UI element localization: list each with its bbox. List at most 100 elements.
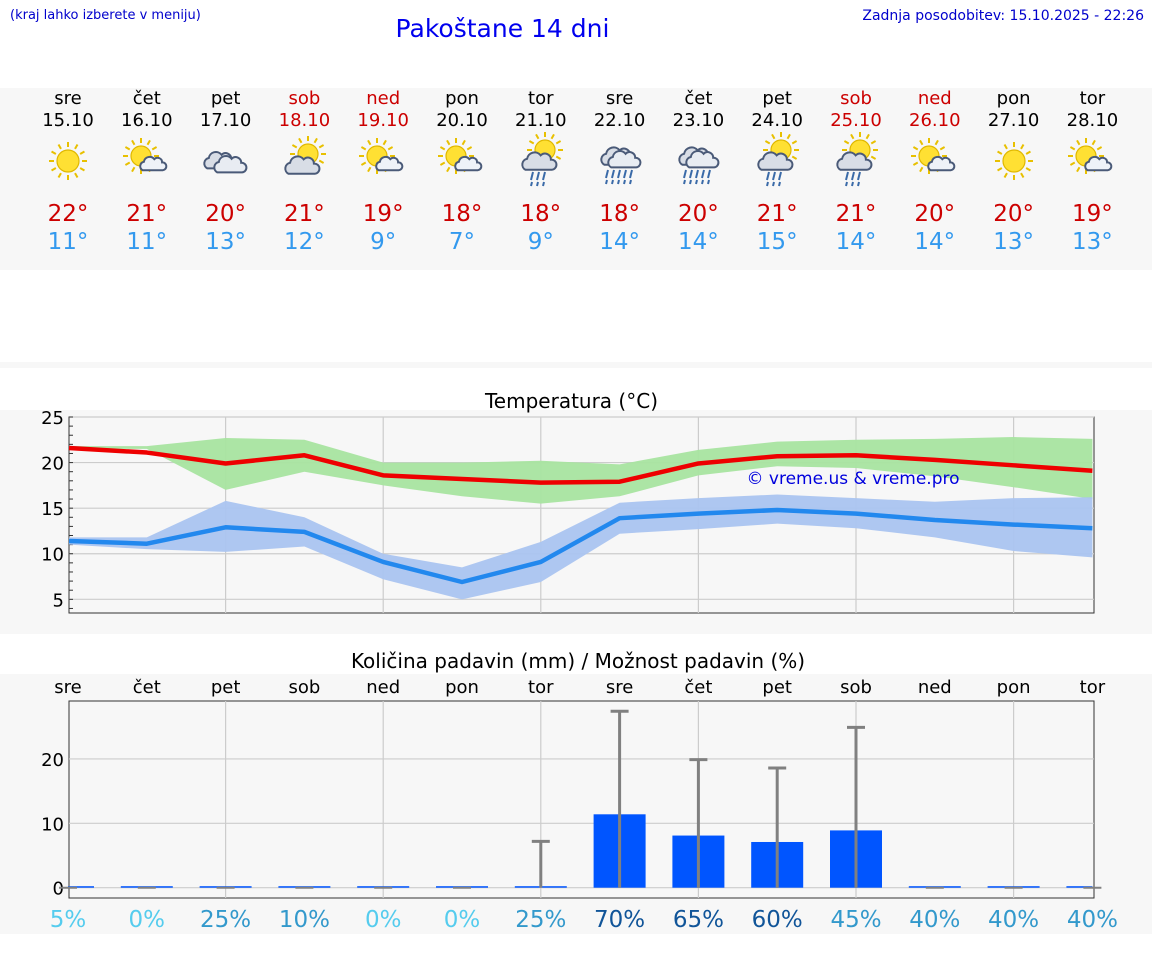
day-date: 23.10	[672, 110, 725, 131]
day-date: 15.10	[42, 110, 94, 131]
max-temperature: 19°	[362, 201, 404, 227]
precipitation-probability: 65%	[673, 907, 724, 933]
max-temperature: 18°	[599, 201, 640, 227]
day-name: ned	[366, 88, 401, 109]
day-name: čet	[132, 88, 161, 109]
location-menu-hint[interactable]: (kraj lahko izberete v meniju)	[10, 8, 201, 23]
day-name: ned	[917, 88, 952, 109]
max-temperature: 18°	[520, 201, 562, 227]
max-temperature: 20°	[993, 201, 1034, 227]
precipitation-probability: 60%	[752, 907, 803, 933]
day-column: čet 23.10 20° 14°	[658, 88, 738, 256]
min-temperature: 13°	[1072, 229, 1113, 255]
max-temperature: 19°	[1072, 201, 1113, 227]
y-tick-label: 10	[41, 545, 64, 566]
day-name: pet	[762, 88, 792, 109]
max-temperature: 21°	[284, 201, 325, 227]
precipitation-probability: 25%	[200, 907, 251, 933]
precipitation-chart: Količina padavin (mm) / Možnost padavin …	[41, 649, 1118, 933]
temperature-chart: Temperatura (°C) 5 10 15 20 25 © vreme.us & vr…	[41, 389, 1095, 614]
y-tick-label: 25	[41, 408, 64, 429]
cloud-rain-icon	[580, 132, 660, 190]
precipitation-probability: 0%	[444, 907, 481, 933]
day-name: tor	[528, 88, 554, 109]
precipitation-probability: 40%	[988, 907, 1039, 933]
sun-cloud-icon	[895, 132, 975, 190]
day-name: sob	[288, 88, 321, 109]
sun-cloud-rain-icon	[816, 132, 896, 190]
day-date: 19.10	[357, 110, 409, 131]
sun-cloud-icon	[343, 132, 423, 190]
day-name: pet	[210, 88, 241, 109]
x-tick-label: ned	[366, 677, 400, 698]
day-column: sre 22.10 18° 14°	[580, 88, 660, 256]
precipitation-bar	[68, 886, 94, 888]
sun-cloud-rain-icon	[501, 132, 581, 190]
day-date: 21.10	[515, 110, 567, 131]
day-column: pon 27.10 20° 13°	[974, 88, 1054, 256]
day-name: sob	[840, 88, 872, 109]
min-temperature: 13°	[205, 229, 246, 255]
forecast-band	[0, 88, 1152, 270]
max-temperature: 22°	[47, 201, 89, 227]
day-date: 27.10	[987, 110, 1040, 131]
min-temperature-line	[68, 507, 1093, 585]
page-title: Pakoštane 14 dni	[395, 14, 610, 43]
cloudy-icon	[186, 132, 266, 190]
x-tick-label: sre	[606, 677, 633, 698]
day-column: ned 26.10 20° 14°	[895, 88, 975, 256]
day-name: pon	[445, 88, 479, 109]
min-temperature: 14°	[914, 229, 956, 255]
min-temperature: 12°	[284, 229, 325, 255]
cloud-rain-icon	[658, 132, 738, 190]
min-temperature: 14°	[599, 229, 640, 255]
day-column: pon 20.10 18° 7°	[422, 88, 502, 256]
day-date: 16.10	[121, 110, 173, 131]
min-temperature: 14°	[678, 229, 719, 255]
x-tick-label: ned	[918, 677, 952, 698]
daily-forecast: sre 15.10 22° 11° čet 16.10 21° 11° pet 17.10 20° 1…	[0, 88, 1152, 268]
x-tick-label: pon	[445, 677, 479, 698]
day-column: ned 19.10 19° 9°	[343, 88, 423, 256]
y-tick-label: 20	[41, 750, 64, 771]
watermark: © vreme.us & vreme.pro	[746, 469, 959, 489]
y-tick-label: 15	[41, 499, 64, 520]
day-column: tor 21.10 18° 9°	[501, 88, 581, 256]
y-tick-label: 0	[53, 879, 64, 900]
max-temperature: 20°	[205, 201, 246, 227]
min-temperature: 9°	[370, 229, 397, 255]
precipitation-probability: 0%	[365, 907, 402, 933]
min-temperature-band	[69, 494, 1093, 600]
day-date: 17.10	[199, 110, 252, 131]
precipitation-probability: 25%	[515, 907, 566, 933]
precipitation-probability: 40%	[909, 907, 960, 933]
precipitation-probability: 10%	[279, 907, 330, 933]
chart-title: Količina padavin (mm) / Možnost padavin …	[351, 649, 805, 673]
max-temperature: 20°	[914, 201, 956, 227]
min-temperature: 11°	[126, 229, 168, 255]
max-temperature: 18°	[441, 201, 483, 227]
x-tick-label: čet	[133, 677, 161, 698]
y-tick-label: 20	[41, 454, 64, 475]
sun-cloud-icon	[422, 132, 502, 190]
day-column: pet 17.10 20° 13°	[186, 88, 266, 256]
day-column: tor 28.10 19° 13°	[1052, 88, 1132, 256]
y-tick-label: 5	[53, 590, 64, 611]
chart-title: Temperatura (°C)	[484, 389, 658, 413]
day-name: čet	[684, 88, 713, 109]
day-name: pon	[996, 88, 1031, 109]
min-temperature: 11°	[47, 229, 89, 255]
day-column: pet 24.10 21° 15°	[737, 88, 817, 256]
last-update: Zadnja posodobitev: 15.10.2025 - 22:26	[862, 8, 1144, 24]
sun-icon	[974, 132, 1054, 190]
x-tick-label: pet	[762, 677, 792, 698]
day-name: tor	[1079, 88, 1106, 109]
day-name: sre	[54, 88, 82, 109]
day-name: sre	[605, 88, 634, 109]
y-tick-label: 10	[41, 814, 64, 835]
cloud-sun-icon	[264, 132, 344, 190]
precipitation-probability: 40%	[1067, 907, 1118, 933]
sun-icon	[28, 132, 108, 190]
min-temperature: 7°	[448, 229, 476, 255]
precipitation-bar	[1066, 886, 1093, 888]
